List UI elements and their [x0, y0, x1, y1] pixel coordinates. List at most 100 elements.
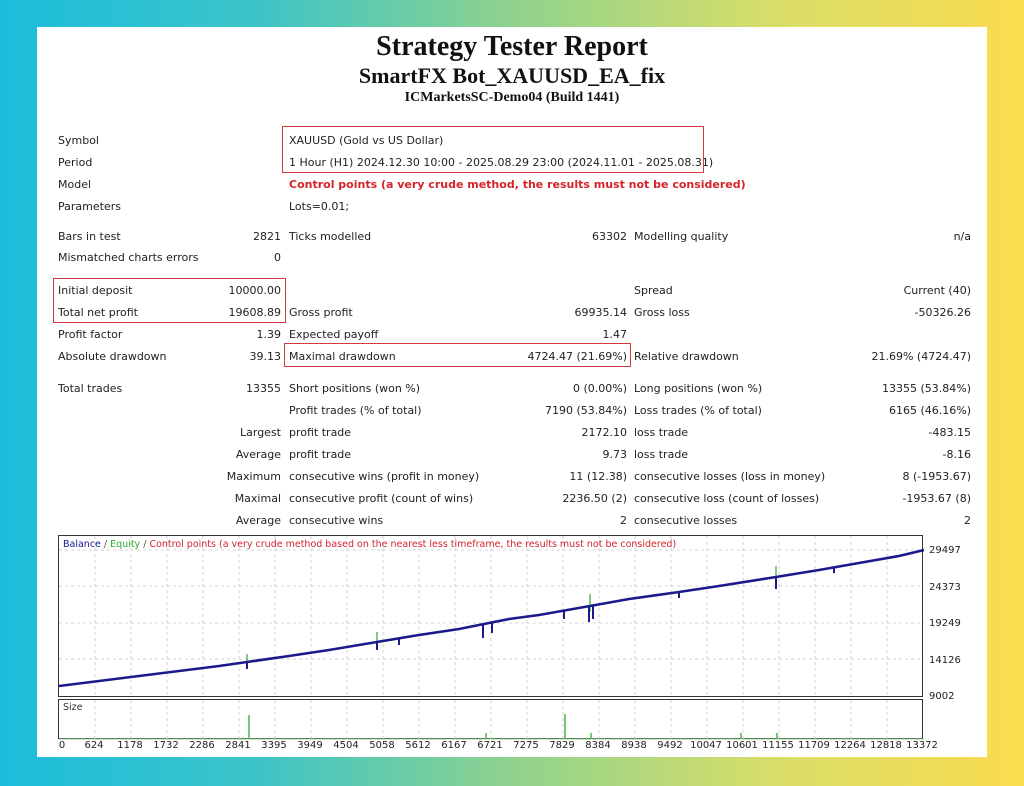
row-left-value: 11 (12.38) [569, 470, 627, 483]
row-left-label: consecutive wins (profit in money) [289, 470, 480, 483]
row-right-value: -483.15 [928, 426, 971, 439]
quality-value: n/a [953, 230, 971, 243]
period-value: 1 Hour (H1) 2024.12.30 10:00 - 2025.08.2… [289, 156, 714, 169]
quality-label: Modelling quality [634, 230, 729, 243]
initial-deposit-value: 10000.00 [228, 284, 282, 297]
report-header: Strategy Tester Report SmartFX Bot_XAUUS… [37, 31, 987, 107]
x-tick: 0 [58, 740, 66, 751]
x-tick: 13372 [906, 740, 938, 751]
x-tick: 11709 [798, 740, 830, 751]
x-tick: 1732 [153, 740, 179, 751]
model-label: Model [58, 178, 92, 191]
x-tick: 2286 [189, 740, 215, 751]
ticks-label: Ticks modelled [289, 230, 372, 243]
legend-equity: Equity [110, 539, 141, 550]
y-tick: 24373 [929, 582, 961, 593]
x-tick: 10601 [726, 740, 758, 751]
spread-value: Current (40) [903, 284, 971, 297]
symbol-period-highlight-box [282, 126, 704, 173]
row-left-value: 2172.10 [581, 426, 628, 439]
spread-label: Spread [634, 284, 673, 297]
net-profit-value: 19608.89 [228, 306, 282, 319]
row-right-value: -8.16 [942, 448, 971, 461]
symbol-value: XAUUSD (Gold vs US Dollar) [289, 134, 444, 147]
balance-chart: Balance / Equity / Control points (a ver… [58, 535, 924, 698]
row-right-label: loss trade [634, 448, 689, 461]
profit-factor-label: Profit factor [58, 328, 123, 341]
maximal-drawdown-label: Maximal drawdown [289, 350, 396, 363]
x-tick: 12264 [834, 740, 866, 751]
x-tick: 11155 [762, 740, 794, 751]
relative-drawdown-value: 21.69% (4724.47) [871, 350, 971, 363]
short-positions-value: 0 (0.00%) [572, 382, 627, 395]
ticks-value: 63302 [592, 230, 627, 243]
x-tick: 5612 [405, 740, 431, 751]
period-label: Period [58, 156, 93, 169]
row-left-label: consecutive wins [289, 514, 384, 527]
deposit-profit-highlight-box [53, 278, 286, 323]
expected-payoff-value: 1.47 [602, 328, 628, 341]
row-left-label: consecutive profit (count of wins) [289, 492, 474, 505]
y-tick: 14126 [929, 655, 961, 666]
row-right-label: consecutive losses (loss in money) [634, 470, 826, 483]
row-right-label: consecutive losses [634, 514, 738, 527]
initial-deposit-label: Initial deposit [58, 284, 133, 297]
long-positions-value: 13355 (53.84%) [881, 382, 971, 395]
x-tick: 8384 [585, 740, 611, 751]
absolute-drawdown-value: 39.13 [249, 350, 282, 363]
size-chart-label: Size [63, 702, 83, 713]
total-trades-value: 13355 [246, 382, 281, 395]
row-left-label: profit trade [289, 426, 352, 439]
x-tick: 3949 [297, 740, 323, 751]
x-tick: 10047 [690, 740, 722, 751]
x-tick: 12818 [870, 740, 902, 751]
absolute-drawdown-label: Absolute drawdown [58, 350, 167, 363]
parameters-label: Parameters [58, 200, 121, 213]
report-title: Strategy Tester Report [376, 31, 648, 62]
y-tick: 29497 [929, 545, 961, 556]
y-tick: 9002 [929, 691, 955, 702]
x-tick: 8938 [621, 740, 647, 751]
row-prefix: Maximum [226, 470, 281, 483]
legend-balance: Balance [63, 539, 101, 550]
gross-profit-value: 69935.14 [574, 306, 628, 319]
x-tick: 7275 [513, 740, 539, 751]
row-left-value: 9.73 [602, 448, 628, 461]
row-prefix: Largest [240, 426, 281, 439]
legend-note: Control points (a very crude method base… [149, 539, 677, 550]
loss-trades-label: Loss trades (% of total) [634, 404, 762, 417]
bars-label: Bars in test [58, 230, 121, 243]
profit-trades-value: 7190 (53.84%) [544, 404, 627, 417]
expected-payoff-label: Expected payoff [289, 328, 379, 341]
y-tick: 19249 [929, 618, 961, 629]
loss-trades-value: 6165 (46.16%) [888, 404, 971, 417]
row-left-label: profit trade [289, 448, 352, 461]
gross-profit-label: Gross profit [289, 306, 353, 319]
bars-value: 2821 [253, 230, 281, 243]
profit-trades-label: Profit trades (% of total) [289, 404, 422, 417]
row-right-value: 2 [964, 514, 971, 527]
mismatch-value: 0 [274, 251, 281, 264]
x-tick: 3395 [261, 740, 287, 751]
row-left-value: 2236.50 (2) [562, 492, 627, 505]
maximal-drawdown-value: 4724.47 (21.69%) [527, 350, 627, 363]
long-positions-label: Long positions (won %) [634, 382, 763, 395]
server-build: ICMarketsSC-Demo04 (Build 1441) [404, 90, 620, 105]
symbol-label: Symbol [58, 134, 99, 147]
short-positions-label: Short positions (won %) [289, 382, 421, 395]
net-profit-label: Total net profit [58, 306, 138, 319]
x-tick: 5058 [369, 740, 395, 751]
gross-loss-value: -50326.26 [914, 306, 971, 319]
size-chart-plot [59, 700, 924, 740]
row-prefix: Average [235, 514, 281, 527]
row-right-value: 8 (-1953.67) [902, 470, 971, 483]
row-prefix: Maximal [234, 492, 281, 505]
x-tick: 2841 [225, 740, 251, 751]
parameters-value: Lots=0.01; [289, 200, 350, 213]
x-tick: 4504 [333, 740, 359, 751]
relative-drawdown-label: Relative drawdown [634, 350, 739, 363]
max-drawdown-highlight-box [284, 343, 631, 367]
balance-chart-plot [59, 536, 924, 698]
row-prefix: Average [235, 448, 281, 461]
row-right-value: -1953.67 (8) [902, 492, 971, 505]
